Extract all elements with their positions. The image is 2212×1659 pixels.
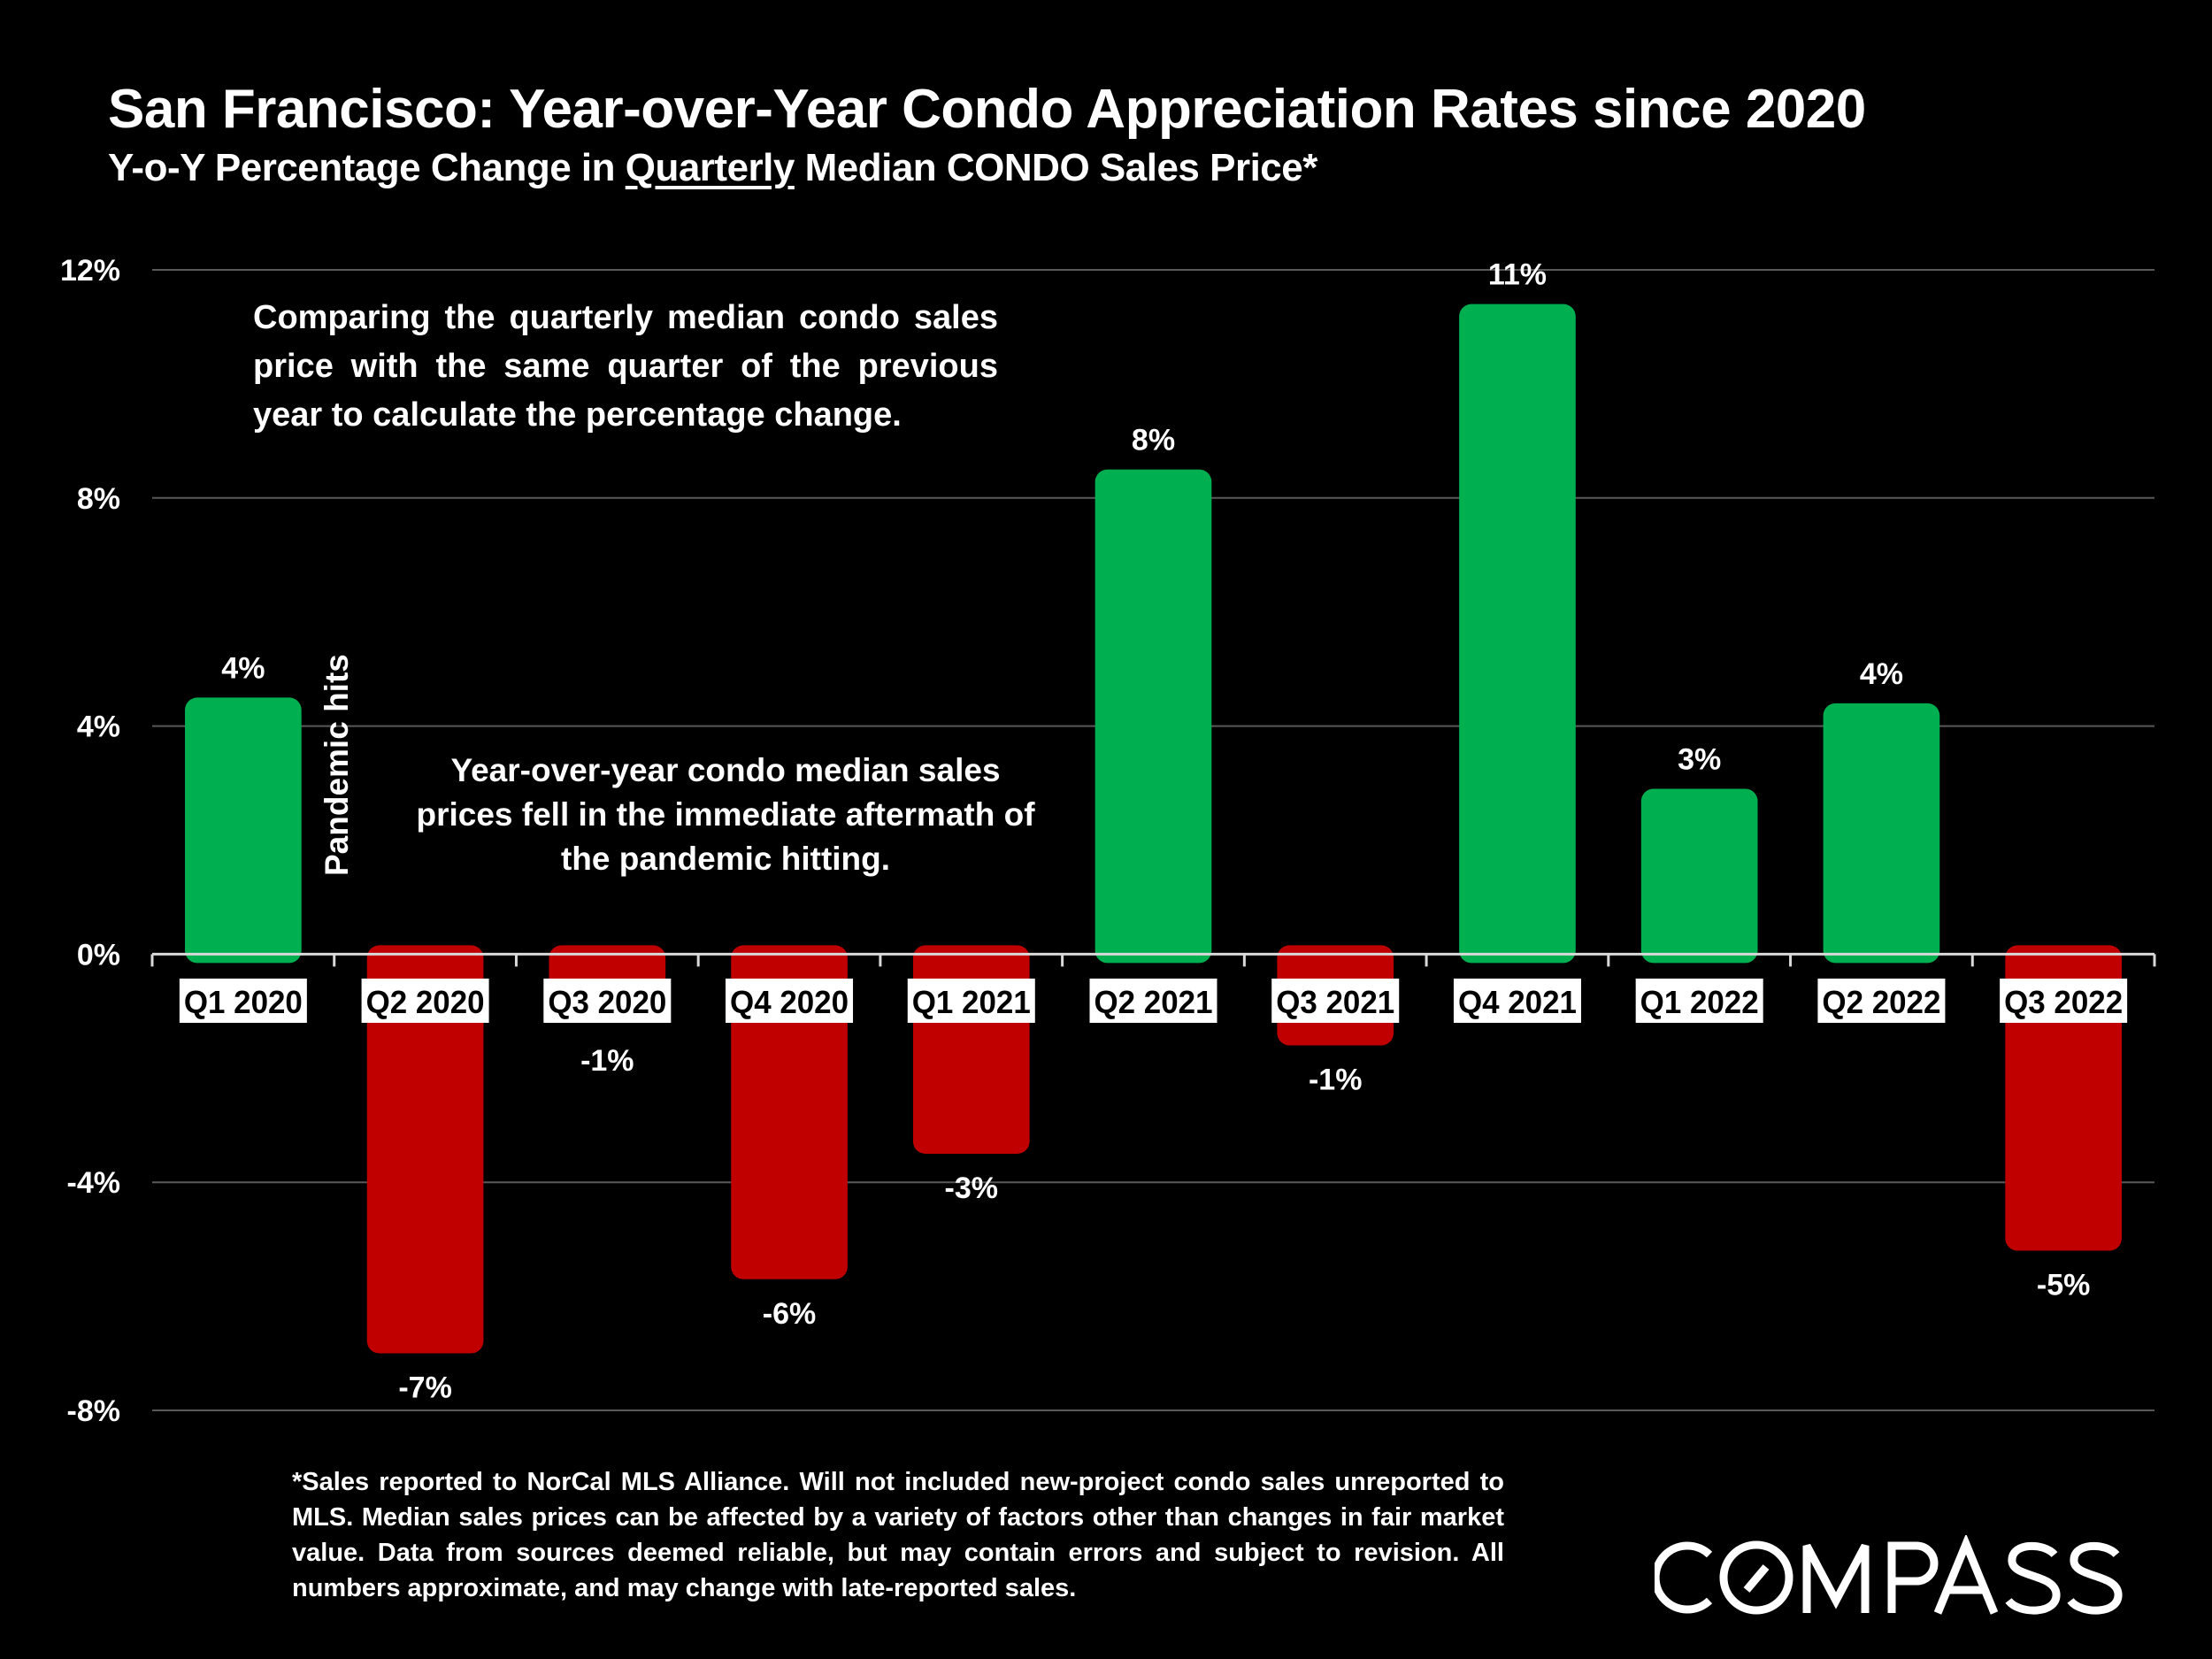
- category-label-bg: [1817, 979, 1946, 1023]
- category-label-text: Q2 2020: [366, 984, 485, 1020]
- subtitle-underlined-word: Quarterly: [625, 146, 795, 189]
- category-label-bg: [543, 979, 672, 1023]
- bars: [185, 303, 2122, 1354]
- bar: [912, 945, 1030, 1154]
- pandemic-annotation: Year-over-year condo median sales prices…: [416, 752, 1035, 877]
- data-label: -1%: [580, 1044, 634, 1078]
- category-label-text: Q3 2022: [2004, 984, 2123, 1020]
- pandemic-marker-label: Pandemic hits: [319, 654, 355, 876]
- data-label: 11%: [1488, 258, 1547, 292]
- data-label: -1%: [1309, 1064, 1362, 1097]
- x-axis: [150, 952, 2156, 967]
- subtitle-prefix: Y-o-Y Percentage Change in: [108, 146, 626, 189]
- logo-letter-a: [1933, 1535, 1999, 1615]
- data-labels: 4% -7% -1% -6% -3% 8% -1% 11% 3% 4% -5%: [221, 258, 2090, 1405]
- y-tick-label: 4%: [77, 710, 120, 744]
- bar: [1640, 788, 1758, 964]
- logo-letter-o: [1719, 1540, 1793, 1615]
- logo-letter-s2: [2067, 1541, 2123, 1615]
- category-label-text: Q4 2021: [1458, 984, 1577, 1020]
- category-label: Q4 2020: [726, 979, 854, 1023]
- category-label-text: Q1 2020: [184, 984, 303, 1020]
- category-label: Q2 2022: [1817, 979, 1946, 1023]
- footnote: *Sales reported to NorCal MLS Alliance. …: [292, 1468, 1504, 1602]
- category-label: Q3 2021: [1271, 979, 1400, 1023]
- category-labels: Q1 2020 Q2 2020 Q3 2020 Q4 2020 Q1 2021 Q2 20…: [179, 979, 2128, 1023]
- data-label: 4%: [221, 651, 265, 685]
- data-label: -6%: [763, 1297, 816, 1331]
- category-label-text: Q2 2021: [1094, 984, 1213, 1020]
- category-label-text: Q4 2020: [730, 984, 849, 1020]
- y-tick-label: -8%: [67, 1394, 120, 1428]
- data-label: -3%: [945, 1171, 998, 1205]
- category-label-text: Q2 2022: [1822, 984, 1940, 1020]
- category-label: Q3 2020: [543, 979, 672, 1023]
- compass-logo: COMPASS: [1655, 1535, 2123, 1615]
- category-label: Q1 2021: [907, 979, 1035, 1023]
- bar: [1823, 703, 1940, 964]
- category-label: Q2 2021: [1089, 979, 1217, 1023]
- method-annotation: Comparing the quarterly median condo sal…: [253, 299, 998, 434]
- data-label: 3%: [1678, 742, 1721, 776]
- bar: [731, 945, 848, 1279]
- category-label-bg: [1453, 979, 1581, 1023]
- category-label-bg: [1271, 979, 1400, 1023]
- logo-o-slash: [1743, 1564, 1770, 1593]
- data-label: 4%: [1860, 657, 1903, 691]
- category-label-text: Q1 2021: [912, 984, 1031, 1020]
- category-label-text: Q1 2022: [1640, 984, 1759, 1020]
- category-label-text: Q3 2021: [1276, 984, 1394, 1020]
- category-label-bg: [1635, 979, 1763, 1023]
- y-tick-label: -4%: [67, 1166, 120, 1200]
- bar: [185, 697, 302, 964]
- bar: [1459, 303, 1576, 964]
- subtitle-suffix: Median CONDO Sales Price*: [794, 146, 1318, 189]
- category-label: Q1 2020: [179, 979, 307, 1023]
- bar: [1094, 469, 1212, 964]
- category-label: Q1 2022: [1635, 979, 1763, 1023]
- y-tick-label: 0%: [77, 938, 120, 972]
- category-label-bg: [907, 979, 1035, 1023]
- category-label-bg: [726, 979, 854, 1023]
- logo-letter-c: [1655, 1541, 1713, 1614]
- data-label: -5%: [2037, 1269, 2090, 1302]
- logo-letter-p: [1887, 1541, 1939, 1613]
- category-label-bg: [179, 979, 307, 1023]
- y-tick-label: 8%: [77, 482, 120, 516]
- data-label: 8%: [1132, 424, 1175, 457]
- category-label-bg: [2000, 979, 2128, 1023]
- logo-letter-s1: [2005, 1541, 2061, 1615]
- category-label: Q4 2021: [1453, 979, 1581, 1023]
- y-axis-ticks: 12% 8% 4% 0% -4% -8%: [60, 254, 120, 1428]
- chart-subtitle: Y-o-Y Percentage Change in Quarterly Med…: [108, 146, 1317, 190]
- category-label-bg: [361, 979, 489, 1023]
- y-tick-label: 12%: [60, 254, 120, 288]
- bar: [366, 945, 484, 1354]
- category-label-text: Q3 2020: [548, 984, 666, 1020]
- data-label: -7%: [398, 1371, 451, 1405]
- chart-title: San Francisco: Year-over-Year Condo Appr…: [108, 79, 1866, 140]
- category-label-bg: [1089, 979, 1217, 1023]
- category-label: Q2 2020: [361, 979, 489, 1023]
- logo-letter-m: [1802, 1543, 1870, 1613]
- category-label: Q3 2022: [2000, 979, 2128, 1023]
